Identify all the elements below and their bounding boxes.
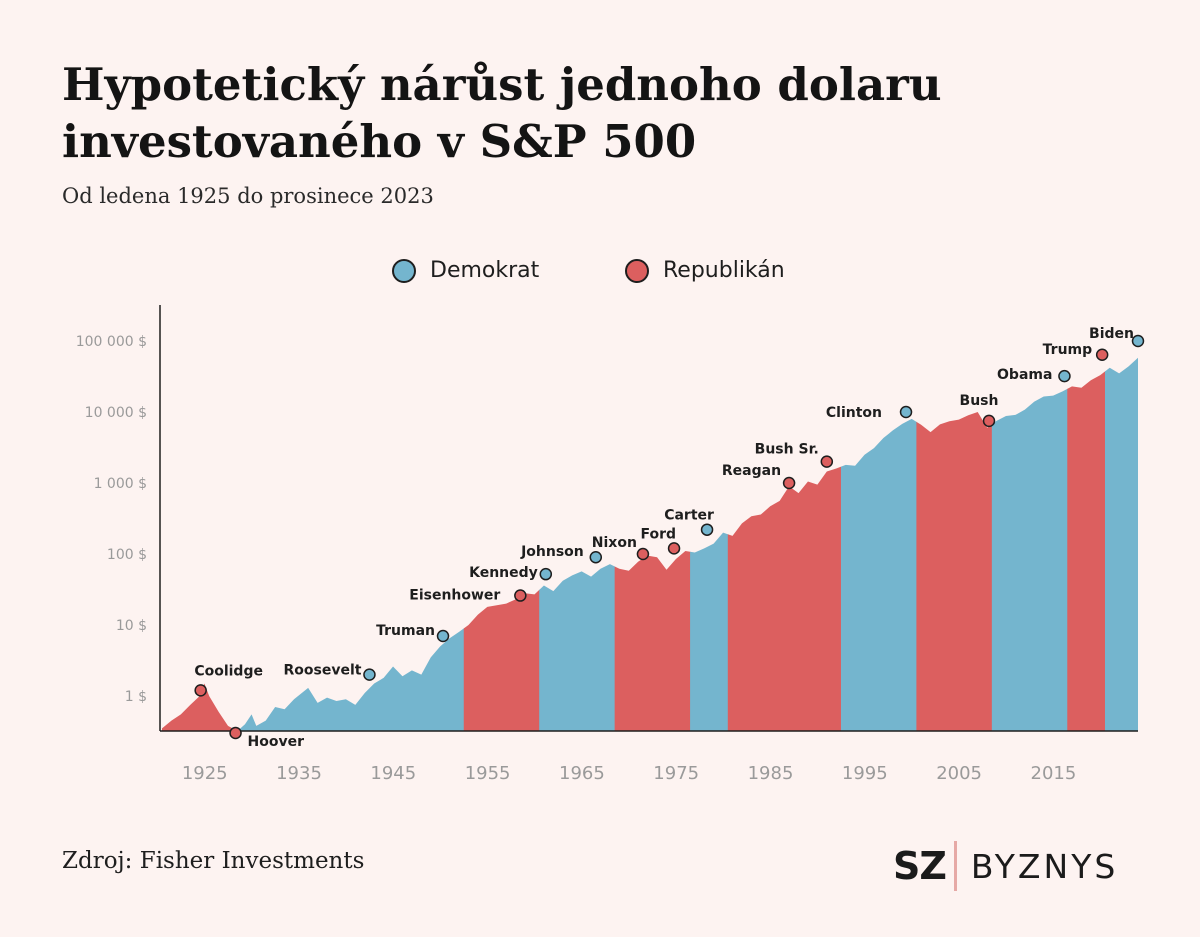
president-marker <box>436 629 450 643</box>
brand-logo: SZ BYZNYS <box>893 838 1118 894</box>
president-label: Roosevelt <box>283 663 361 679</box>
x-tick-label: 1925 <box>182 763 228 784</box>
president-marker <box>539 567 553 581</box>
president-label: Bush Sr. <box>755 442 819 458</box>
president-label: Carter <box>664 508 714 524</box>
term-band-republican <box>463 357 540 731</box>
y-tick-label: 10 000 $ <box>85 405 147 421</box>
x-tick-label: 1995 <box>842 763 888 784</box>
president-label: Ford <box>640 526 676 542</box>
president-label: Obama <box>997 367 1052 383</box>
president-label: Trump <box>1043 342 1093 358</box>
president-label: Eisenhower <box>409 588 500 604</box>
legend-dot-republican <box>625 258 649 283</box>
x-tick-label: 1935 <box>276 763 322 784</box>
y-tick-label: 1 $ <box>125 689 147 705</box>
president-marker <box>820 455 834 468</box>
x-tick-label: 1975 <box>653 763 699 784</box>
x-tick-label: 1955 <box>465 763 511 784</box>
brand-mark: SZ <box>893 844 947 888</box>
president-label: Truman <box>376 623 435 639</box>
chart-subtitle: Od ledena 1925 do prosinece 2023 <box>62 184 434 208</box>
term-band-republican <box>916 357 993 731</box>
x-tick-label: 1965 <box>559 763 605 784</box>
legend-label-democrat: Demokrat <box>430 258 540 283</box>
president-marker <box>700 523 714 536</box>
legend-item-republican: Republikán <box>625 258 785 283</box>
term-band-republican <box>1067 357 1106 731</box>
president-marker <box>1058 369 1071 383</box>
president-label: Bush <box>960 393 999 409</box>
president-marker <box>982 414 996 428</box>
president-label: Biden <box>1089 326 1134 342</box>
x-tick-label: 2005 <box>936 763 982 784</box>
y-tick-label: 1 000 $ <box>94 476 147 492</box>
president-label: Reagan <box>722 463 781 479</box>
source-note: Zdroj: Fisher Investments <box>62 848 365 874</box>
president-label: Coolidge <box>194 663 263 679</box>
president-marker <box>782 476 796 490</box>
president-label: Hoover <box>248 734 305 750</box>
president-label: Johnson <box>520 544 584 560</box>
chart-title: Hypotetický nárůst jednoho dolaru invest… <box>62 58 942 168</box>
president-marker <box>229 726 242 740</box>
president-marker <box>589 550 603 564</box>
legend-label-republican: Republikán <box>663 258 785 283</box>
president-marker <box>1095 348 1109 362</box>
term-band-democrat <box>991 357 1068 731</box>
president-marker <box>514 589 527 602</box>
president-label: Nixon <box>592 535 637 551</box>
term-band-democrat <box>539 357 616 731</box>
president-marker <box>636 547 650 561</box>
president-label: Clinton <box>826 405 882 421</box>
term-band-democrat <box>1104 357 1138 731</box>
president-marker <box>899 405 913 419</box>
x-tick-label: 1945 <box>370 763 416 784</box>
brand-divider <box>953 841 957 891</box>
president-label: Kennedy <box>469 565 538 581</box>
y-tick-label: 100 000 $ <box>76 334 147 350</box>
term-band-democrat <box>840 357 917 731</box>
president-marker <box>1131 334 1145 348</box>
legend-item-democrat: Demokrat <box>392 258 539 283</box>
president-marker <box>194 684 207 697</box>
x-tick-label: 1985 <box>748 763 794 784</box>
president-marker <box>363 668 376 681</box>
y-tick-label: 100 $ <box>107 547 147 563</box>
y-tick-label: 10 $ <box>116 618 147 634</box>
president-marker <box>667 542 681 555</box>
term-band-republican <box>727 357 842 731</box>
x-tick-label: 2015 <box>1031 763 1077 784</box>
brand-name: BYZNYS <box>970 846 1119 886</box>
legend-dot-democrat <box>392 258 416 283</box>
